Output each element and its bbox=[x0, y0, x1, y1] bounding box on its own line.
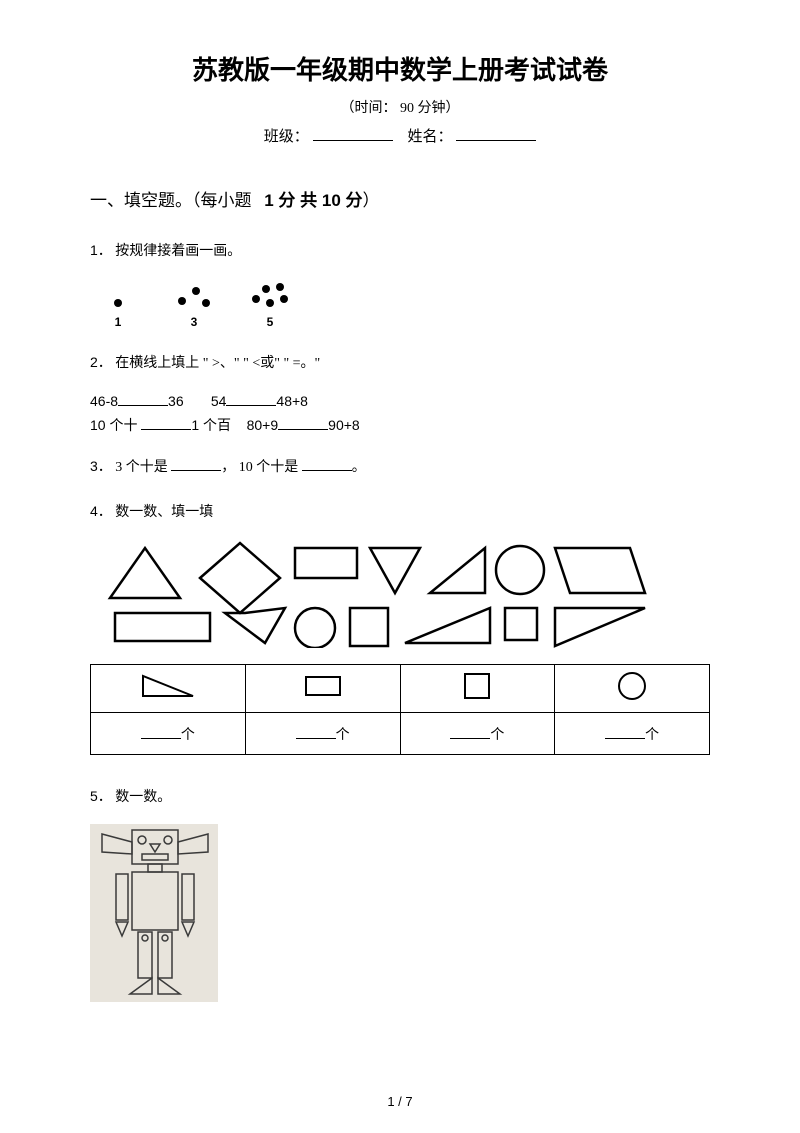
question-5: 5． 数一数。 bbox=[90, 785, 710, 809]
q4-count-table: 个 个 个 个 bbox=[90, 664, 710, 755]
unit-1: 个 bbox=[181, 728, 195, 743]
q4-text: 数一数、填一填 bbox=[115, 505, 213, 520]
question-1: 1． 按规律接着画一画。 bbox=[90, 239, 710, 263]
section-suffix: ） bbox=[363, 191, 380, 210]
q2-blank-4[interactable] bbox=[278, 416, 328, 430]
q2-blanks: 46-8 36 54 48+8 10 个十 1 个百 80+9 90+8 bbox=[90, 390, 710, 438]
cell-circle-icon bbox=[555, 665, 710, 713]
q5-num: 5． bbox=[90, 788, 112, 804]
q3-blank-2[interactable] bbox=[302, 457, 352, 471]
cell-circle-blank[interactable]: 个 bbox=[555, 713, 710, 755]
q2-text: 在横线上填上 " >、" " <或" " =。" bbox=[115, 356, 320, 371]
q2-blank-1[interactable] bbox=[118, 392, 168, 406]
page-number: 1 / 7 bbox=[0, 1094, 800, 1109]
dots-5-icon bbox=[246, 277, 294, 313]
dot-group-1: 1 bbox=[94, 277, 142, 329]
exam-time: （时间： 90 分钟） bbox=[90, 97, 710, 117]
unit-2: 个 bbox=[336, 728, 350, 743]
dot-label-3: 3 bbox=[170, 315, 218, 329]
cell-square-blank[interactable]: 个 bbox=[400, 713, 555, 755]
dot-group-3: 3 bbox=[170, 277, 218, 329]
class-blank[interactable] bbox=[313, 126, 393, 141]
cell-triangle-icon bbox=[91, 665, 246, 713]
q1-dots-pattern: 1 3 5 bbox=[94, 277, 710, 329]
q3-a: 3 个十是 bbox=[115, 460, 168, 475]
dot-group-5: 5 bbox=[246, 277, 294, 329]
q1-num: 1． bbox=[90, 242, 112, 258]
q2-2c: 80+9 bbox=[247, 417, 279, 433]
q2-blank-3[interactable] bbox=[141, 416, 191, 430]
q3-b: ， 10 个十是 bbox=[221, 460, 298, 475]
q2-2a: 10 个十 bbox=[90, 417, 137, 433]
q4-shapes-icon bbox=[90, 538, 650, 648]
q2-num: 2． bbox=[90, 354, 112, 370]
q5-robot-icon bbox=[90, 824, 220, 1004]
section-score: 1 分 共 10 分 bbox=[264, 191, 362, 210]
section-prefix: 一、填空题。（每小题 bbox=[90, 191, 252, 210]
dots-1-icon bbox=[94, 277, 142, 313]
q3-blank-1[interactable] bbox=[171, 457, 221, 471]
name-blank[interactable] bbox=[456, 126, 536, 141]
q3-c: 。 bbox=[352, 460, 366, 475]
q4-num: 4． bbox=[90, 503, 112, 519]
q2-1d: 48+8 bbox=[276, 393, 308, 409]
dots-3-icon bbox=[170, 277, 218, 313]
section-1-header: 一、填空题。（每小题 1 分 共 10 分） bbox=[90, 186, 710, 211]
question-2: 2． 在横线上填上 " >、" " <或" " =。" bbox=[90, 351, 710, 375]
cell-square-icon bbox=[400, 665, 555, 713]
cell-rectangle-icon bbox=[245, 665, 400, 713]
q1-text: 按规律接着画一画。 bbox=[115, 244, 241, 259]
question-4: 4． 数一数、填一填 bbox=[90, 500, 710, 524]
q2-1c: 54 bbox=[211, 393, 227, 409]
unit-4: 个 bbox=[645, 728, 659, 743]
dot-label-5: 5 bbox=[246, 315, 294, 329]
q2-2d: 90+8 bbox=[328, 417, 360, 433]
student-info: 班级： 姓名： bbox=[90, 125, 710, 146]
exam-title: 苏教版一年级期中数学上册考试试卷 bbox=[90, 50, 710, 87]
question-3: 3． 3 个十是 ， 10 个十是 。 bbox=[90, 455, 710, 479]
q5-text: 数一数。 bbox=[115, 790, 171, 805]
q2-blank-2[interactable] bbox=[226, 392, 276, 406]
cell-triangle-blank[interactable]: 个 bbox=[91, 713, 246, 755]
class-label: 班级： bbox=[264, 129, 309, 145]
cell-rectangle-blank[interactable]: 个 bbox=[245, 713, 400, 755]
dot-label-1: 1 bbox=[94, 315, 142, 329]
name-label: 姓名： bbox=[408, 129, 453, 145]
q2-1a: 46-8 bbox=[90, 393, 118, 409]
q2-1b: 36 bbox=[168, 393, 184, 409]
q2-2b: 1 个百 bbox=[191, 417, 231, 433]
q3-num: 3． bbox=[90, 458, 112, 474]
unit-3: 个 bbox=[490, 728, 504, 743]
